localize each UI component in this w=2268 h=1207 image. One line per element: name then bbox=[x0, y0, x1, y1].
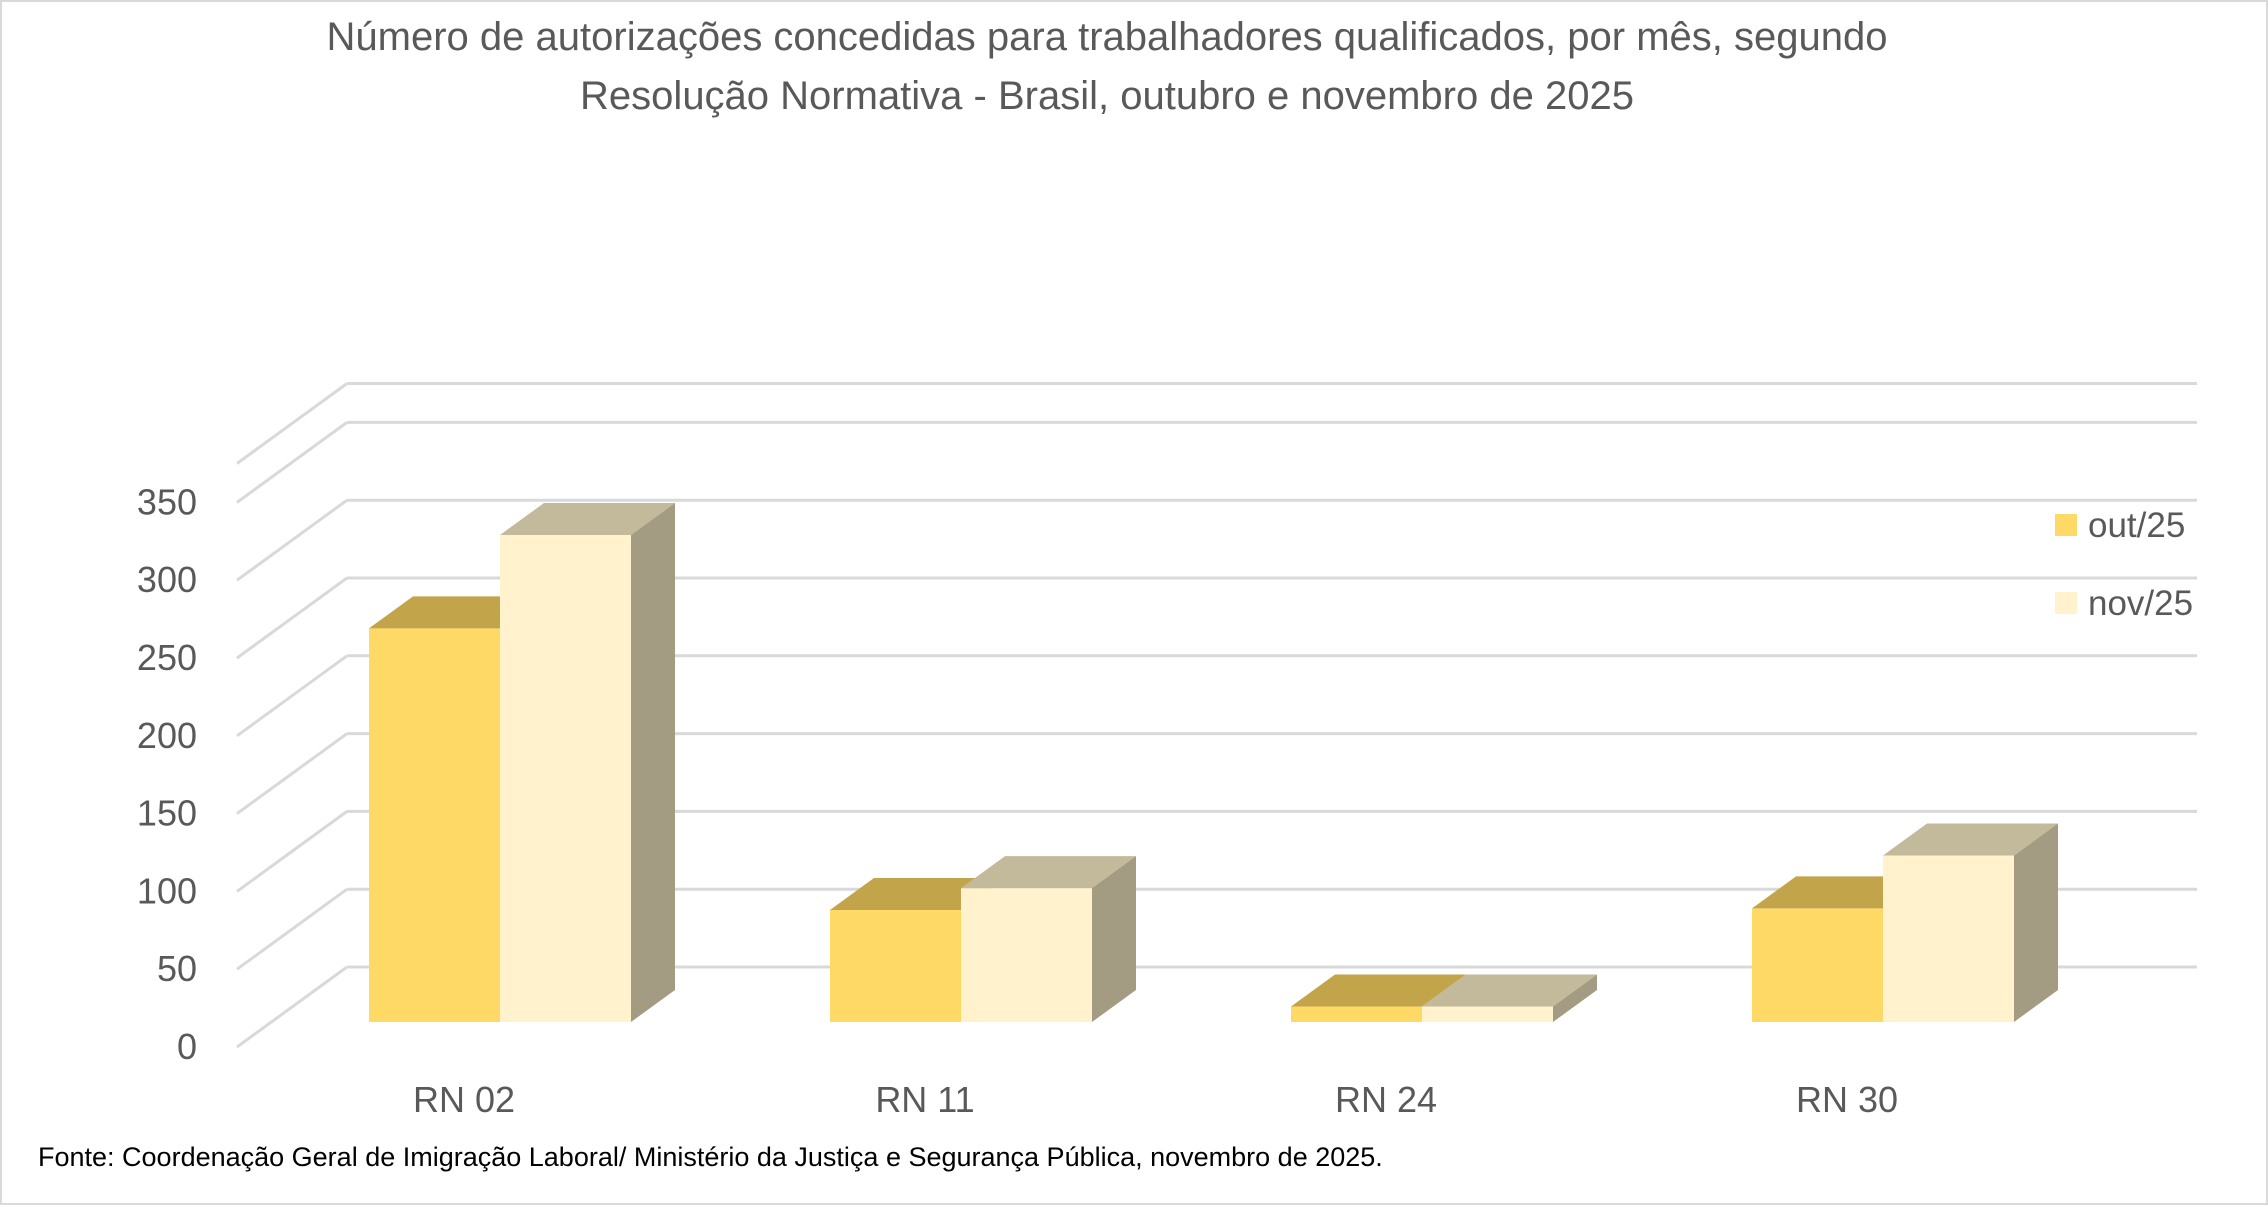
bars bbox=[369, 502, 2058, 1022]
bar-top-face bbox=[500, 502, 675, 535]
y-tick-label: 200 bbox=[137, 715, 197, 756]
gridline-diagonal bbox=[236, 498, 348, 582]
bar-nov-25-RN-24 bbox=[1422, 1006, 1553, 1022]
y-tick-label: 0 bbox=[177, 1026, 197, 1067]
gridline-diagonal bbox=[236, 654, 348, 738]
bar-top-face bbox=[961, 856, 1136, 889]
bar-nov-25-RN-02 bbox=[500, 534, 631, 1022]
y-tick-label: 150 bbox=[137, 793, 197, 834]
gridline-diagonal bbox=[236, 576, 348, 660]
bar-out-25-RN-24 bbox=[1291, 1006, 1422, 1022]
y-tick-label: 350 bbox=[137, 481, 197, 522]
legend-swatch bbox=[2055, 592, 2077, 614]
gridline-diagonal bbox=[236, 421, 348, 504]
bar-top-face bbox=[1422, 974, 1597, 1007]
y-tick-label: 300 bbox=[137, 559, 197, 600]
source-note: Fonte: Coordenação Geral de Imigração La… bbox=[38, 1142, 1383, 1172]
bar-nov-25-RN-11 bbox=[961, 888, 1092, 1022]
gridline-diagonal bbox=[236, 810, 348, 893]
x-axis-ticks: RN 02 RN 11 RN 24 RN 30 bbox=[413, 1079, 1898, 1120]
gridline-diagonal bbox=[236, 382, 348, 465]
gridline-diagonal bbox=[236, 732, 348, 815]
bar-out-25-RN-11 bbox=[830, 909, 961, 1022]
bar-side-face bbox=[1092, 856, 1136, 1022]
bar-side-face bbox=[631, 502, 675, 1022]
legend-label: nov/25 bbox=[2088, 584, 2193, 623]
chart-title-line-2: Resolução Normativa - Brasil, outubro e … bbox=[580, 74, 1634, 118]
y-tick-label: 50 bbox=[157, 948, 197, 989]
bar-side-face bbox=[2014, 823, 2058, 1022]
y-tick-label: 100 bbox=[137, 870, 197, 911]
y-tick-label: 250 bbox=[137, 637, 197, 678]
bar-side-face bbox=[1553, 974, 1597, 1022]
legend-swatch bbox=[2055, 514, 2077, 536]
x-tick-label: RN 02 bbox=[413, 1079, 515, 1120]
bar-nov-25-RN-30 bbox=[1883, 855, 2014, 1022]
gridline-diagonal bbox=[236, 887, 348, 971]
gridline-diagonal bbox=[236, 965, 348, 1049]
x-tick-label: RN 30 bbox=[1796, 1079, 1898, 1120]
y-axis-ticks: 0 50 100 150 200 250 300 350 bbox=[137, 481, 197, 1067]
bar-out-25-RN-02 bbox=[369, 628, 500, 1022]
legend-label: out/25 bbox=[2088, 506, 2185, 545]
legend: out/25 nov/25 bbox=[2055, 506, 2193, 623]
chart-title-line-1: Número de autorizações concedidas para t… bbox=[327, 15, 1888, 59]
bar-top-face bbox=[1291, 974, 1466, 1007]
bar-out-25-RN-30 bbox=[1752, 908, 1883, 1022]
bar-top-face bbox=[1883, 823, 2058, 856]
x-tick-label: RN 24 bbox=[1335, 1079, 1437, 1120]
x-tick-label: RN 11 bbox=[875, 1079, 974, 1120]
